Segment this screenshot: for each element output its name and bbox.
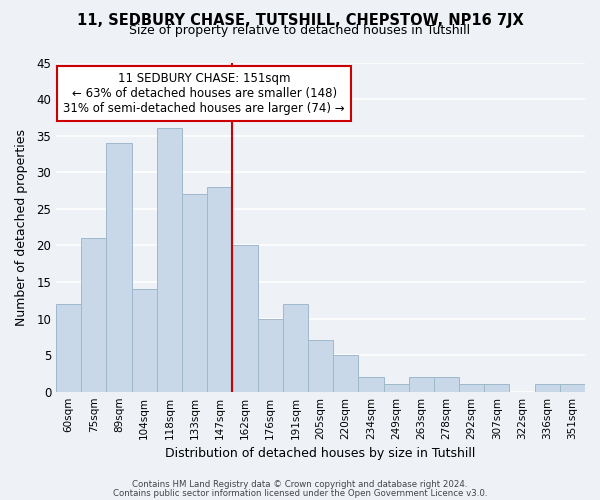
Bar	[257, 318, 283, 392]
Bar	[560, 384, 585, 392]
Text: 11 SEDBURY CHASE: 151sqm
← 63% of detached houses are smaller (148)
31% of semi-: 11 SEDBURY CHASE: 151sqm ← 63% of detach…	[64, 72, 345, 116]
Bar	[383, 384, 409, 392]
Bar	[232, 246, 257, 392]
Bar	[409, 377, 434, 392]
Bar	[308, 340, 333, 392]
Text: Size of property relative to detached houses in Tutshill: Size of property relative to detached ho…	[130, 24, 470, 37]
Y-axis label: Number of detached properties: Number of detached properties	[15, 128, 28, 326]
Bar	[182, 194, 207, 392]
Bar	[535, 384, 560, 392]
Bar	[333, 355, 358, 392]
Text: Contains public sector information licensed under the Open Government Licence v3: Contains public sector information licen…	[113, 488, 487, 498]
X-axis label: Distribution of detached houses by size in Tutshill: Distribution of detached houses by size …	[166, 447, 476, 460]
Bar	[484, 384, 509, 392]
Text: Contains HM Land Registry data © Crown copyright and database right 2024.: Contains HM Land Registry data © Crown c…	[132, 480, 468, 489]
Bar	[207, 187, 232, 392]
Bar	[81, 238, 106, 392]
Bar	[106, 143, 131, 392]
Bar	[131, 290, 157, 392]
Text: 11, SEDBURY CHASE, TUTSHILL, CHEPSTOW, NP16 7JX: 11, SEDBURY CHASE, TUTSHILL, CHEPSTOW, N…	[77, 12, 523, 28]
Bar	[459, 384, 484, 392]
Bar	[434, 377, 459, 392]
Bar	[157, 128, 182, 392]
Bar	[358, 377, 383, 392]
Bar	[283, 304, 308, 392]
Bar	[56, 304, 81, 392]
